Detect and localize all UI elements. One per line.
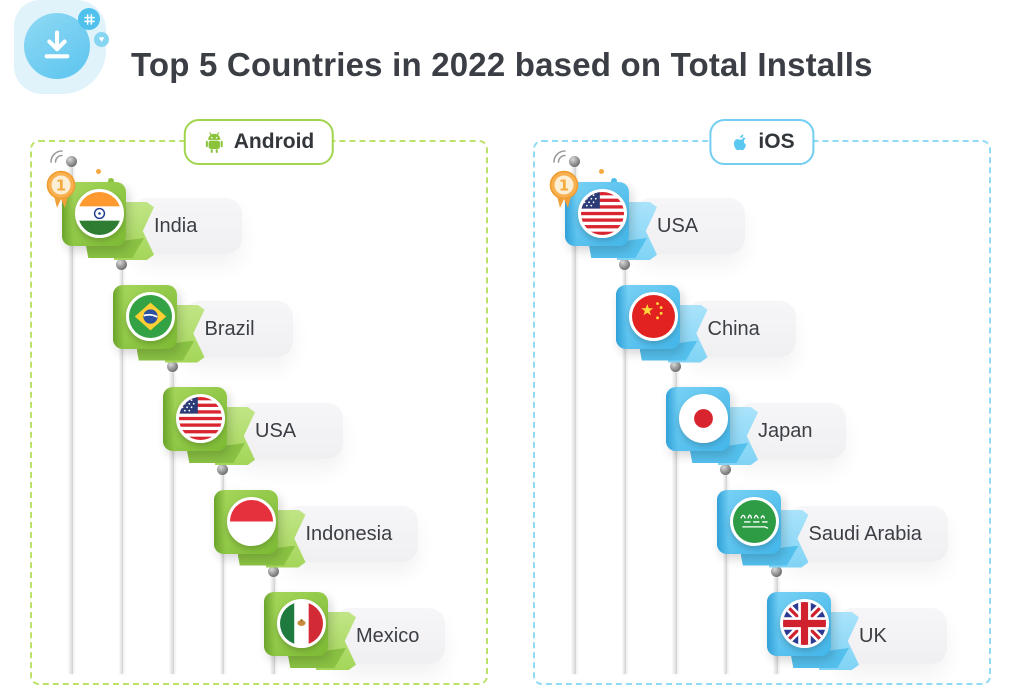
india-flag-icon xyxy=(75,189,124,238)
pole-finial xyxy=(669,361,681,372)
android-icon xyxy=(205,131,223,153)
sparkle-dot xyxy=(611,178,617,184)
japan-flag-icon xyxy=(679,394,728,443)
flagpole xyxy=(722,473,727,674)
rank-1-medal: 1 xyxy=(44,168,78,219)
country-label: UK xyxy=(837,608,947,664)
pole-finial xyxy=(720,463,731,475)
sparkle-dot xyxy=(108,178,114,184)
sparkle-dot xyxy=(599,169,604,174)
heart-icon: ♥ xyxy=(94,32,109,47)
flagpole xyxy=(672,371,677,674)
uk-flag-icon xyxy=(780,599,829,648)
rank-1-medal: 1 xyxy=(547,168,581,219)
signal-waves-icon xyxy=(48,148,70,175)
flagpole xyxy=(68,166,73,674)
apple-icon xyxy=(733,134,746,150)
flagpole xyxy=(169,371,174,674)
android-badge: Android xyxy=(183,119,335,165)
indonesia-flag-icon xyxy=(226,496,276,546)
android-panel: Android India 1 Brazil USA Indonesia Mexico xyxy=(30,119,488,685)
page-title: Top 5 Countries in 2022 based on Total I… xyxy=(131,46,873,84)
pole-finial xyxy=(267,566,279,577)
flagpole xyxy=(571,166,576,674)
country-label: China xyxy=(685,300,796,357)
ios-badge-label: iOS xyxy=(758,130,795,153)
usa-flag-icon xyxy=(176,394,225,443)
pole-finial xyxy=(770,566,782,577)
signal-waves-icon xyxy=(551,148,573,175)
saudi-arabia-flag-icon xyxy=(729,496,779,546)
pole-finial xyxy=(166,361,178,372)
pole-finial xyxy=(217,463,228,475)
country-label: Japan xyxy=(736,403,846,459)
svg-text:1: 1 xyxy=(559,177,569,195)
flagpole xyxy=(219,473,224,674)
app-grid-icon xyxy=(78,8,100,30)
china-flag-icon xyxy=(628,291,678,341)
android-badge-label: Android xyxy=(233,130,315,153)
svg-text:1: 1 xyxy=(56,177,66,195)
android-flag-list: India 1 Brazil USA Indonesia Mexico xyxy=(32,142,486,683)
flagpole xyxy=(118,268,123,674)
brazil-flag-icon xyxy=(125,291,175,341)
sparkle-dot xyxy=(96,169,101,174)
ios-badge: iOS xyxy=(709,119,815,165)
pole-finial xyxy=(619,258,630,270)
flagpole xyxy=(621,268,626,674)
ios-panel: iOS USA 1 China Japan Saudi Arabia UK xyxy=(533,119,991,685)
ios-flag-list: USA 1 China Japan Saudi Arabia UK xyxy=(535,142,989,683)
usa-flag-icon xyxy=(578,189,627,238)
pole-finial xyxy=(116,258,127,270)
pole-finial xyxy=(65,156,77,167)
country-label: Indonesia xyxy=(283,505,419,562)
pole-finial xyxy=(568,156,580,167)
country-label: Saudi Arabia xyxy=(786,505,948,562)
mexico-flag-icon xyxy=(277,599,326,648)
